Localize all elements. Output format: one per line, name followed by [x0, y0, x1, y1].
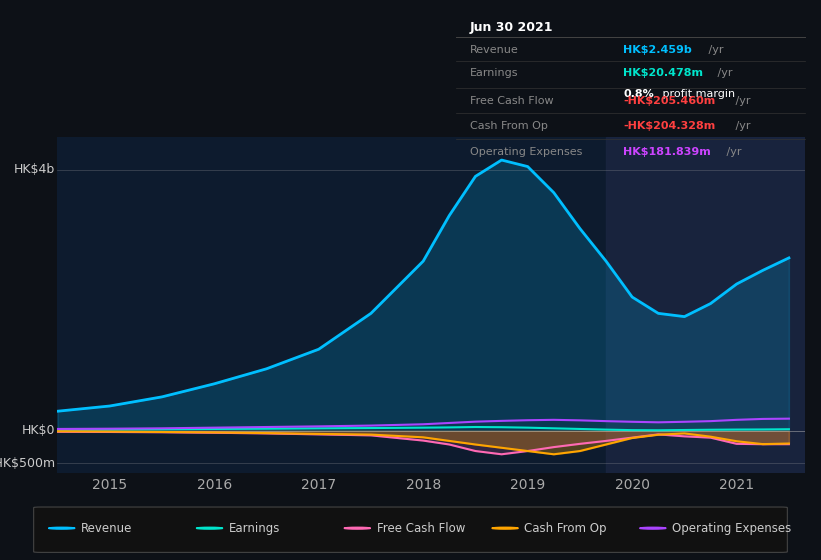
Bar	[606, 137, 805, 473]
Text: HK$181.839m: HK$181.839m	[623, 147, 711, 157]
Text: /yr: /yr	[704, 44, 723, 54]
Text: HK$2.459b: HK$2.459b	[623, 44, 692, 54]
Text: -HK$205.460m: -HK$205.460m	[623, 96, 715, 106]
Text: Earnings: Earnings	[470, 68, 518, 78]
Text: Jun 30 2021: Jun 30 2021	[470, 21, 553, 34]
Text: Free Cash Flow: Free Cash Flow	[377, 522, 465, 535]
Text: /yr: /yr	[723, 147, 741, 157]
Text: HK$0: HK$0	[22, 424, 55, 437]
Text: Cash From Op: Cash From Op	[525, 522, 607, 535]
Text: 0.8%: 0.8%	[623, 89, 654, 99]
Text: -HK$500m: -HK$500m	[0, 457, 55, 470]
Text: /yr: /yr	[732, 96, 750, 106]
Circle shape	[640, 528, 666, 529]
Text: Operating Expenses: Operating Expenses	[672, 522, 791, 535]
Text: Cash From Op: Cash From Op	[470, 121, 548, 131]
Text: profit margin: profit margin	[659, 89, 736, 99]
Text: HK$20.478m: HK$20.478m	[623, 68, 703, 78]
Circle shape	[492, 528, 518, 529]
Text: /yr: /yr	[713, 68, 732, 78]
FancyBboxPatch shape	[34, 507, 787, 552]
Text: HK$4b: HK$4b	[14, 164, 55, 176]
Text: /yr: /yr	[732, 121, 750, 131]
Text: Operating Expenses: Operating Expenses	[470, 147, 582, 157]
Text: Earnings: Earnings	[229, 522, 280, 535]
Text: -HK$204.328m: -HK$204.328m	[623, 121, 715, 131]
Text: Revenue: Revenue	[81, 522, 132, 535]
Text: Revenue: Revenue	[470, 44, 518, 54]
Circle shape	[344, 528, 370, 529]
Circle shape	[48, 528, 75, 529]
Circle shape	[196, 528, 222, 529]
Text: Free Cash Flow: Free Cash Flow	[470, 96, 553, 106]
